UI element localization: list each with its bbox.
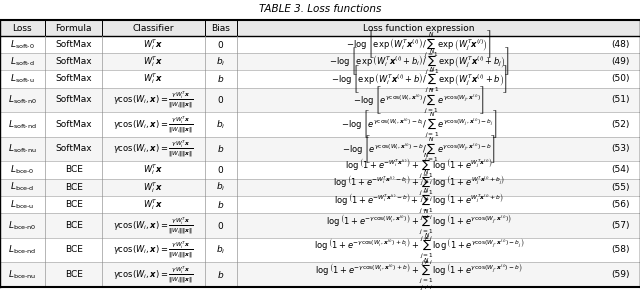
Text: BCE: BCE [65, 183, 83, 192]
Text: BCE: BCE [65, 245, 83, 255]
Text: (59): (59) [612, 270, 630, 279]
Text: (57): (57) [612, 221, 630, 230]
Text: $L_{\mathrm{soft\text{-}nd}}$: $L_{\mathrm{soft\text{-}nd}}$ [8, 118, 36, 131]
Text: $W_i^T\boldsymbol{x}$: $W_i^T\boldsymbol{x}$ [143, 180, 164, 195]
Text: (52): (52) [612, 120, 630, 129]
Text: $W_i^T\boldsymbol{x}$: $W_i^T\boldsymbol{x}$ [143, 197, 164, 212]
Text: (58): (58) [612, 245, 630, 255]
Text: $0$: $0$ [217, 39, 225, 50]
Text: $L_{\mathrm{bce\text{-}0}}$: $L_{\mathrm{bce\text{-}0}}$ [10, 164, 35, 176]
Text: $\gamma\cos(W_i,\boldsymbol{x})=\frac{\gamma W_i^T\boldsymbol{x}}{\|W_i\|\|\bold: $\gamma\cos(W_i,\boldsymbol{x})=\frac{\g… [113, 215, 194, 236]
Bar [0, 196, 640, 213]
Bar [0, 161, 640, 178]
Text: $W_i^T\boldsymbol{x}$: $W_i^T\boldsymbol{x}$ [143, 72, 164, 86]
Text: $b$: $b$ [217, 269, 225, 280]
Text: $b_i$: $b_i$ [216, 181, 225, 193]
Text: $-\log\left[\exp\left(W_i^T\boldsymbol{x}^{(i)}+b_i\right)/\sum_{j=1}^{N}\exp\le: $-\log\left[\exp\left(W_i^T\boldsymbol{x… [329, 46, 509, 78]
Text: $W_i^T\boldsymbol{x}$: $W_i^T\boldsymbol{x}$ [143, 54, 164, 69]
Text: $-\log\left[e^{\gamma\cos(W_i,\boldsymbol{x}^{(i)})-b}/\sum_{j=1}^{N}e^{\gamma\c: $-\log\left[e^{\gamma\cos(W_i,\boldsymbo… [342, 133, 496, 165]
Text: $b_i$: $b_i$ [216, 55, 225, 68]
Text: $L_{\mathrm{soft\text{-}0}}$: $L_{\mathrm{soft\text{-}0}}$ [10, 38, 35, 51]
Bar [0, 53, 640, 70]
Text: (55): (55) [612, 183, 630, 192]
Text: $L_{\mathrm{soft\text{-}d}}$: $L_{\mathrm{soft\text{-}d}}$ [10, 55, 35, 68]
Text: BCE: BCE [65, 221, 83, 230]
Text: $\log\left(1+e^{-W_i^T\boldsymbol{x}^{(i)}-b}\right)+\sum_{\substack{j=1\\j\neq : $\log\left(1+e^{-W_i^T\boldsymbol{x}^{(i… [334, 186, 504, 223]
Text: SoftMax: SoftMax [55, 120, 92, 129]
Text: $b_i$: $b_i$ [216, 244, 225, 256]
Text: $\gamma\cos(W_i,\boldsymbol{x})=\frac{\gamma W_i^T\boldsymbol{x}}{\|W_i\|\|\bold: $\gamma\cos(W_i,\boldsymbol{x})=\frac{\g… [113, 114, 194, 135]
Text: (53): (53) [612, 144, 630, 153]
Text: $\log\left(1+e^{-W_i^T\boldsymbol{x}^{(i)}-b_i}\right)+\sum_{\substack{j=1\\j\ne: $\log\left(1+e^{-W_i^T\boldsymbol{x}^{(i… [333, 169, 506, 205]
Text: $\gamma\cos(W_i,\boldsymbol{x})=\frac{\gamma W_i^T\boldsymbol{x}}{\|W_i\|\|\bold: $\gamma\cos(W_i,\boldsymbol{x})=\frac{\g… [113, 264, 194, 285]
Text: Loss: Loss [13, 23, 32, 33]
Text: $W_i^T\boldsymbol{x}$: $W_i^T\boldsymbol{x}$ [143, 163, 164, 177]
Text: $W_i^T\boldsymbol{x}$: $W_i^T\boldsymbol{x}$ [143, 37, 164, 52]
Text: (48): (48) [612, 40, 630, 49]
Bar [0, 20, 640, 36]
Text: BCE: BCE [65, 165, 83, 174]
Text: $L_{\mathrm{bce\text{-}u}}$: $L_{\mathrm{bce\text{-}u}}$ [10, 198, 35, 211]
Text: Bias: Bias [211, 23, 230, 33]
Text: $\gamma\cos(W_i,\boldsymbol{x})=\frac{\gamma W_i^T\boldsymbol{x}}{\|W_i\|\|\bold: $\gamma\cos(W_i,\boldsymbol{x})=\frac{\g… [113, 139, 194, 159]
Text: $\gamma\cos(W_i,\boldsymbol{x})=\frac{\gamma W_i^T\boldsymbol{x}}{\|W_i\|\|\bold: $\gamma\cos(W_i,\boldsymbol{x})=\frac{\g… [113, 89, 194, 110]
Text: $0$: $0$ [217, 94, 225, 105]
Text: TABLE 3. Loss functions: TABLE 3. Loss functions [259, 4, 381, 14]
Text: $0$: $0$ [217, 164, 225, 176]
Text: SoftMax: SoftMax [55, 95, 92, 104]
Text: SoftMax: SoftMax [55, 144, 92, 153]
Bar [0, 70, 640, 88]
Text: Classifier: Classifier [133, 23, 174, 33]
Text: (51): (51) [612, 95, 630, 104]
Text: $b$: $b$ [217, 199, 225, 210]
Text: (50): (50) [612, 74, 630, 83]
Bar [0, 238, 640, 262]
Text: $L_{\mathrm{soft\text{-}n0}}$: $L_{\mathrm{soft\text{-}n0}}$ [8, 94, 36, 106]
Text: BCE: BCE [65, 270, 83, 279]
Bar [0, 262, 640, 287]
Text: SoftMax: SoftMax [55, 74, 92, 83]
Text: $\log\left(1+e^{-W_i^T\boldsymbol{x}^{(i)}}\right)+\sum_{\substack{j=1\\j\neq i}: $\log\left(1+e^{-W_i^T\boldsymbol{x}^{(i… [346, 152, 493, 188]
Text: $-\log\left[\exp\left(W_i^T\boldsymbol{x}^{(i)}+b\right)/\sum_{j=1}^{N}\exp\left: $-\log\left[\exp\left(W_i^T\boldsymbol{x… [331, 63, 508, 95]
Text: BCE: BCE [65, 200, 83, 209]
Text: $L_{\mathrm{soft\text{-}u}}$: $L_{\mathrm{soft\text{-}u}}$ [10, 73, 35, 85]
Text: (54): (54) [612, 165, 630, 174]
Bar [0, 112, 640, 137]
Bar [0, 213, 640, 238]
Text: SoftMax: SoftMax [55, 57, 92, 66]
Text: $-\log\left[\exp\left(W_i^T\boldsymbol{x}^{(i)}\right)/\sum_{j=1}^{N}\exp\left(W: $-\log\left[\exp\left(W_i^T\boldsymbol{x… [346, 29, 492, 60]
Text: $b$: $b$ [217, 144, 225, 155]
Text: $L_{\mathrm{bce\text{-}n0}}$: $L_{\mathrm{bce\text{-}n0}}$ [8, 219, 36, 232]
Text: $L_{\mathrm{bce\text{-}nu}}$: $L_{\mathrm{bce\text{-}nu}}$ [8, 268, 36, 281]
Text: $\log\left(1+e^{-\gamma\cos(W_i,\boldsymbol{x}^{(i)})+b}\right)+\sum_{\substack{: $\log\left(1+e^{-\gamma\cos(W_i,\boldsym… [316, 256, 523, 293]
Text: $\log\left(1+e^{-\gamma\cos(W_i,\boldsymbol{x}^{(i)})}\right)+\sum_{\substack{j=: $\log\left(1+e^{-\gamma\cos(W_i,\boldsym… [326, 207, 512, 244]
Text: Formula: Formula [55, 23, 92, 33]
Text: (56): (56) [612, 200, 630, 209]
Text: Loss function expression: Loss function expression [364, 23, 475, 33]
Text: $L_{\mathrm{bce\text{-}nd}}$: $L_{\mathrm{bce\text{-}nd}}$ [8, 244, 36, 256]
Text: $\gamma\cos(W_i,\boldsymbol{x})=\frac{\gamma W_i^T\boldsymbol{x}}{\|W_i\|\|\bold: $\gamma\cos(W_i,\boldsymbol{x})=\frac{\g… [113, 239, 194, 260]
Text: $\log\left(1+e^{-\gamma\cos(W_i,\boldsymbol{x}^{(i)})+b_i}\right)+\sum_{\substac: $\log\left(1+e^{-\gamma\cos(W_i,\boldsym… [314, 232, 524, 268]
Bar [0, 36, 640, 53]
Text: $b$: $b$ [217, 73, 225, 84]
Text: $L_{\mathrm{soft\text{-}nu}}$: $L_{\mathrm{soft\text{-}nu}}$ [8, 143, 36, 155]
Text: $-\log\left[e^{\gamma\cos(W_i,\boldsymbol{x}^{(i)})}/\sum_{j=1}^{N}e^{\gamma\cos: $-\log\left[e^{\gamma\cos(W_i,\boldsymbo… [353, 84, 485, 116]
Bar [0, 178, 640, 196]
Text: $-\log\left[e^{\gamma\cos(W_i,\boldsymbol{x}^{(i)})-b_i}/\sum_{j=1}^{N}e^{\gamma: $-\log\left[e^{\gamma\cos(W_i,\boldsymbo… [341, 109, 497, 140]
Text: $b_i$: $b_i$ [216, 118, 225, 131]
Text: $0$: $0$ [217, 220, 225, 231]
Text: (49): (49) [612, 57, 630, 66]
Text: $L_{\mathrm{bce\text{-}d}}$: $L_{\mathrm{bce\text{-}d}}$ [10, 181, 35, 193]
Bar [0, 137, 640, 161]
Text: SoftMax: SoftMax [55, 40, 92, 49]
Bar [0, 88, 640, 112]
